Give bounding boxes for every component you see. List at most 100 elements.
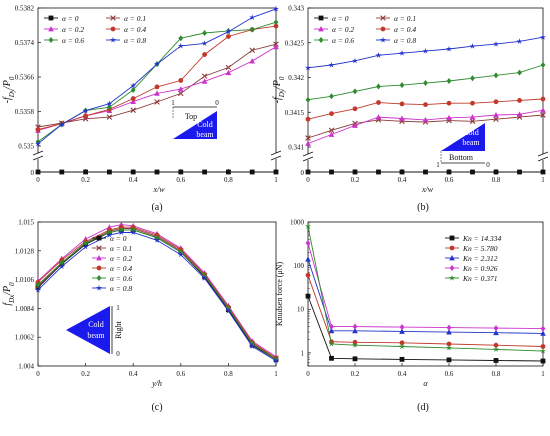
data-point (106, 114, 113, 120)
data-point (446, 100, 452, 106)
y-tick-label: 1 (301, 349, 305, 357)
data-point (305, 116, 311, 122)
series-line (37, 228, 277, 359)
data-point (352, 323, 358, 330)
series-line (37, 226, 277, 359)
data-point (58, 121, 65, 128)
y-axis-label: Knudsen force (μN) (275, 262, 284, 327)
legend-label: α = 0.8 (110, 284, 132, 293)
x-tick-label: 0.4 (398, 176, 407, 184)
legend-label: α = 0.2 (332, 25, 354, 34)
data-point (540, 61, 546, 68)
axis-break-gap (33, 153, 43, 159)
x-tick-label: 0.6 (445, 176, 454, 184)
x-tick-label: 1 (541, 176, 545, 184)
beam-label: beam (462, 138, 480, 147)
legend-item: Kn = 0.371 (445, 274, 497, 283)
panel-label: (c) (151, 402, 162, 413)
scale-label: 0 (215, 99, 219, 107)
data-point (352, 327, 358, 334)
data-point (540, 344, 546, 349)
data-point (376, 100, 381, 105)
scale-label: 1 (116, 304, 120, 312)
x-tick-label: 0 (36, 176, 40, 184)
data-point (59, 259, 65, 266)
y-tick-label: 1000 (290, 219, 305, 227)
data-point (106, 100, 113, 107)
y-tick-label: 1.0106 (15, 276, 35, 284)
data-point (328, 131, 335, 137)
x-tick-label: 0 (306, 176, 310, 184)
series-line (307, 226, 544, 352)
legend-item: α = 0.2 (44, 25, 84, 34)
series-1 (35, 225, 279, 361)
data-point (445, 344, 453, 351)
side-label: Right (114, 320, 123, 339)
data-point (328, 327, 335, 334)
data-point (202, 52, 208, 57)
series-2 (305, 107, 546, 146)
data-point (493, 342, 499, 348)
legend-item: α = 0.8 (106, 36, 146, 45)
series-line (37, 224, 277, 358)
legend-label: α = 0.2 (62, 25, 84, 34)
y-tick-label: 0.535 (18, 143, 34, 151)
y-tick-label: 0.5374 (15, 39, 35, 47)
y-axis-label: -fDy/P0 (272, 76, 286, 103)
data-point (352, 169, 358, 175)
legend-label: α = 0.2 (110, 254, 132, 263)
y-tick-label: 0.3425 (285, 39, 305, 47)
y-tick-label: 1.015 (18, 219, 34, 227)
chart-panel-c: 0 0.2 0.4 0.6 0.8 1 1.004 1.0062 1.0084 1.0106 1.0… (2, 219, 280, 413)
data-point (493, 325, 499, 332)
data-point (493, 358, 499, 363)
series-0 (35, 227, 279, 362)
y-axis-label: -fDy/P0 (2, 76, 16, 103)
svg-text:-fDy/P0: -fDy/P0 (272, 76, 286, 103)
axis-break-mark (302, 156, 314, 162)
data-point (329, 355, 334, 361)
data-point (304, 223, 312, 229)
legend-label: α = 0.1 (124, 14, 146, 23)
legend-label: α = 0.4 (124, 25, 146, 34)
data-point (273, 19, 279, 26)
data-point (352, 122, 358, 128)
series-3 (305, 240, 546, 332)
series-line (307, 98, 544, 120)
data-point (249, 58, 255, 64)
x-axis-label: α (423, 379, 428, 388)
series-3 (35, 224, 279, 361)
series-1 (305, 112, 546, 141)
data-point (399, 101, 405, 107)
data-point (201, 78, 208, 84)
series-5 (34, 5, 280, 147)
x-tick-label: 0.8 (492, 176, 501, 184)
data-point (352, 106, 358, 112)
y-tick-label: 1.0062 (15, 334, 35, 342)
legend-label: Kn = 0.926 (462, 264, 498, 273)
y-tick-label: 1.0128 (15, 247, 35, 255)
y-tick-label: 0.3415 (285, 109, 305, 117)
plot-frame (37, 221, 277, 367)
y-tick-label: 1.004 (18, 363, 34, 371)
x-tick-label: 0.2 (81, 370, 90, 378)
axis-break-mark (270, 155, 282, 161)
legend-label: α = 0.4 (110, 264, 132, 273)
series-1 (305, 272, 546, 349)
scale-label: 0 (116, 350, 120, 358)
data-point (249, 26, 255, 33)
data-point (177, 42, 184, 49)
data-point (446, 329, 452, 335)
beam-triangle (66, 306, 110, 354)
legend-item: α = 0 (314, 14, 349, 23)
series-3 (305, 96, 546, 122)
legend-item: Kn = 14.334 (445, 234, 501, 243)
data-point (470, 75, 475, 82)
legend-item: Kn = 5.780 (445, 244, 498, 253)
data-point (446, 357, 452, 363)
axis-break-gap (271, 153, 281, 159)
data-point (493, 112, 499, 118)
series-line (307, 242, 544, 330)
